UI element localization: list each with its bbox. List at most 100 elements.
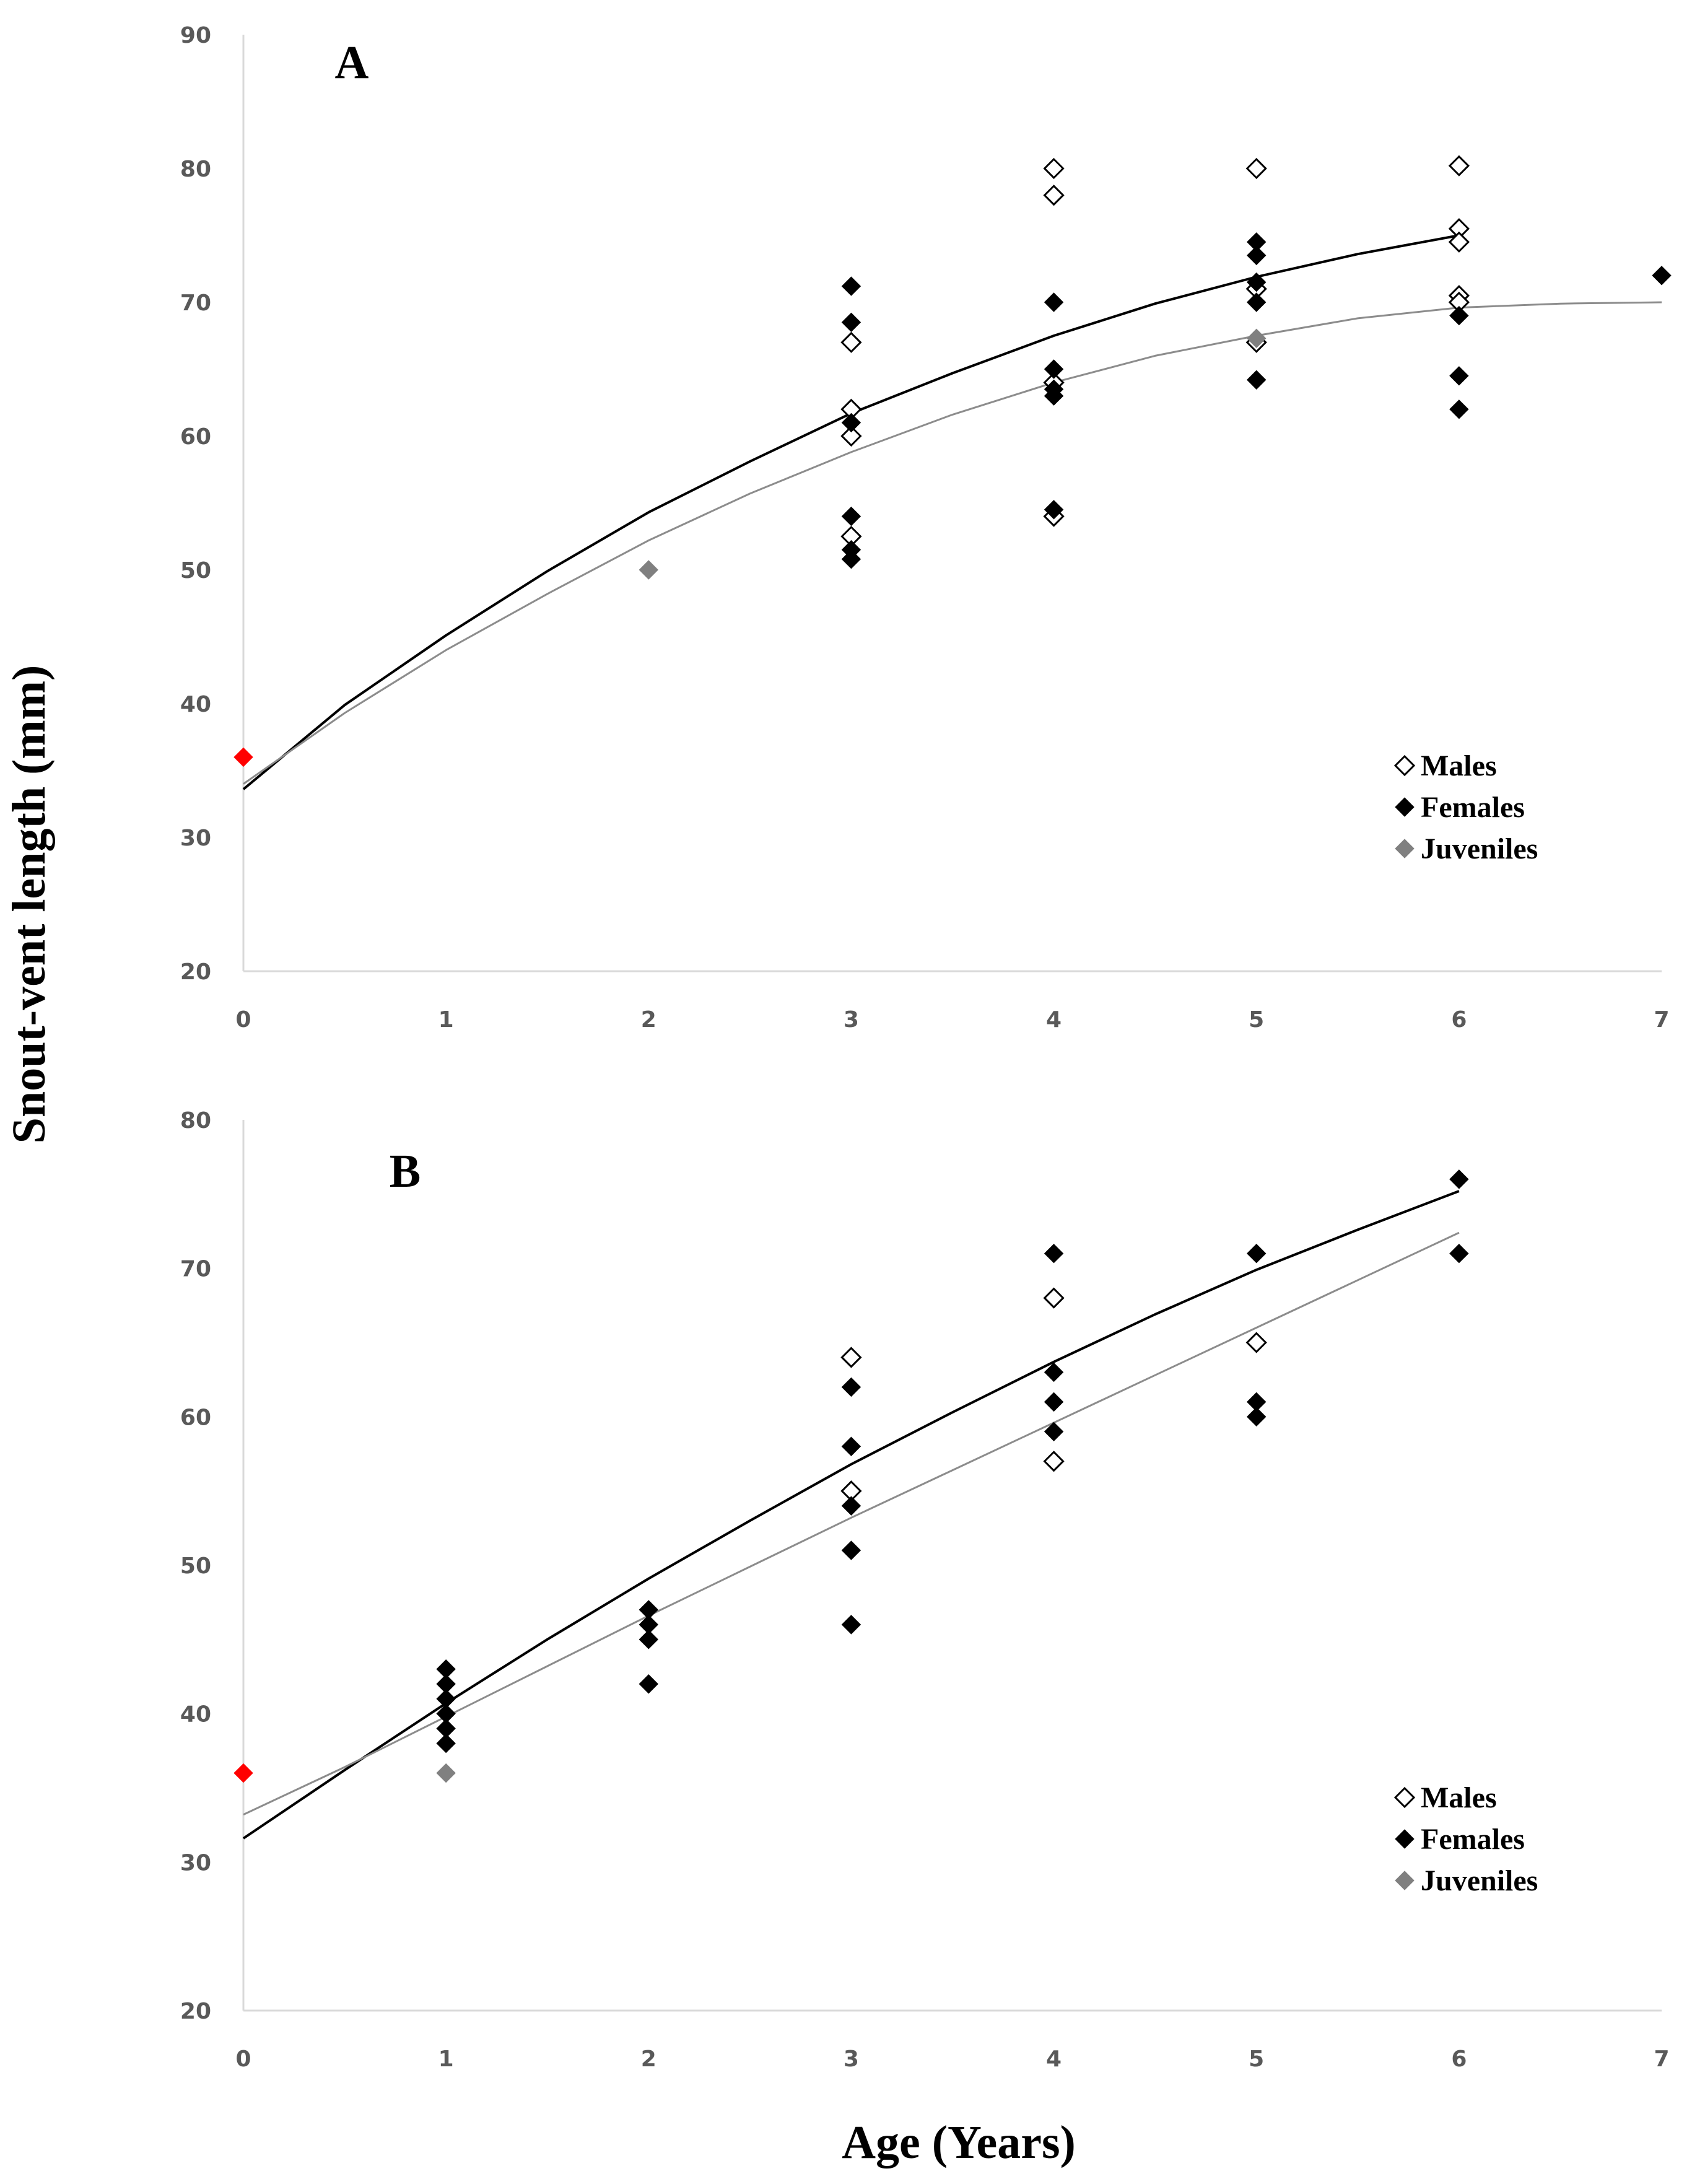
y-tick-label: 50 (180, 1553, 211, 1579)
male-point (1043, 1287, 1065, 1309)
legend-label-juvenile: Juveniles (1421, 1864, 1538, 1897)
fit-curve-gray (243, 301, 1662, 785)
x-tick-label: 3 (844, 2046, 859, 2072)
legend-label-male: Males (1421, 749, 1497, 782)
legend-label-male: Males (1421, 1781, 1497, 1814)
legend: Males Females Juveniles (1393, 1781, 1538, 1897)
male-point (840, 425, 862, 447)
x-tick-label: 0 (235, 2046, 251, 2072)
y-tick-label: 80 (180, 1108, 211, 1133)
female-point (1449, 400, 1469, 419)
female-point (1044, 386, 1064, 406)
x-tick-label: 1 (438, 2046, 454, 2072)
female-point (1247, 1243, 1267, 1264)
x-tick-label: 1 (438, 1007, 454, 1033)
x-tick-label: 4 (1046, 1007, 1062, 1033)
series-female (436, 1169, 1469, 1754)
y-tick-label: 50 (180, 558, 211, 583)
female-point (639, 1674, 658, 1694)
x-tick-label: 3 (844, 1007, 859, 1033)
legend-marker-female (1395, 1829, 1415, 1849)
male-point (1043, 157, 1065, 180)
female-point (1044, 359, 1064, 379)
male-point (1043, 185, 1065, 206)
legend-label-female: Females (1421, 791, 1525, 824)
female-point (841, 312, 861, 333)
y-tick-label: 30 (180, 826, 211, 851)
y-tick-label: 40 (180, 692, 211, 717)
female-point (1044, 1422, 1064, 1442)
legend-label-juvenile: Juveniles (1421, 832, 1538, 865)
juvenile-point (1247, 328, 1267, 349)
y-tick-label: 60 (180, 424, 211, 450)
female-point (841, 413, 861, 433)
female-point (639, 1630, 658, 1649)
legend-marker-male (1393, 754, 1416, 777)
series-juvenile (436, 1763, 456, 1783)
x-tick-label: 5 (1249, 1007, 1264, 1033)
female-point (1449, 1169, 1469, 1189)
female-point (1247, 1407, 1267, 1427)
female-point (436, 1733, 456, 1754)
female-point (841, 1436, 861, 1456)
legend: Males Females Juveniles (1393, 749, 1538, 865)
x-tick-label: 7 (1654, 2046, 1669, 2072)
panel-a: 20 30 40 50 60 70 80 90 0 1 2 3 4 5 6 7 A Males Females Juv… (180, 23, 1672, 1033)
series-male (840, 1287, 1267, 1502)
x-tick-label: 5 (1249, 2046, 1264, 2072)
panel-label: A (335, 37, 369, 89)
female-point (841, 276, 861, 296)
female-point (1044, 1362, 1064, 1382)
y-tick-label: 40 (180, 1702, 211, 1728)
female-point (841, 1377, 861, 1397)
male-point (1245, 157, 1267, 180)
male-point (1448, 155, 1470, 177)
female-point (841, 506, 861, 526)
series-hatchling (233, 747, 253, 767)
female-point (841, 1615, 861, 1635)
male-point (1245, 1332, 1267, 1353)
female-point (841, 549, 861, 569)
x-tick-label: 4 (1046, 2046, 1062, 2072)
panel-b: 20 30 40 50 60 70 80 0 1 2 3 4 5 6 7 B Males Females Juven… (180, 1108, 1670, 2072)
hatchling-point (233, 747, 253, 767)
male-point (1448, 231, 1470, 253)
juvenile-point (639, 560, 658, 580)
y-tick-label: 30 (180, 1850, 211, 1876)
x-tick-label: 7 (1654, 1007, 1669, 1033)
female-point (1652, 266, 1672, 286)
male-point (840, 1347, 862, 1368)
y-tick-label: 70 (180, 290, 211, 316)
legend-marker-female (1395, 797, 1415, 817)
female-point (1449, 366, 1469, 386)
y-tick-label: 20 (180, 959, 211, 985)
x-tick-label: 2 (641, 2046, 656, 2072)
y-tick-label: 60 (180, 1405, 211, 1430)
y-tick-label: 80 (180, 157, 211, 182)
y-tick-label: 70 (180, 1257, 211, 1282)
fit-curve-gray (243, 1231, 1460, 1815)
legend-marker-juvenile (1395, 839, 1415, 858)
female-point (1449, 1243, 1469, 1264)
series-female (841, 232, 1672, 569)
y-axis-title: Snout-vent length (mm) (3, 665, 55, 1144)
female-point (1247, 292, 1267, 312)
female-point (1247, 370, 1267, 390)
female-point (841, 1540, 861, 1560)
panel-label: B (390, 1145, 421, 1197)
y-tick-label: 90 (180, 23, 211, 48)
juvenile-point (436, 1763, 456, 1783)
x-tick-label: 6 (1451, 1007, 1467, 1033)
series-hatchling (233, 1763, 253, 1783)
x-tick-label: 0 (235, 1007, 251, 1033)
female-point (1247, 272, 1267, 292)
legend-label-female: Females (1421, 1823, 1525, 1856)
female-point (1044, 1243, 1064, 1264)
legend-marker-juvenile (1395, 1871, 1415, 1890)
x-tick-label: 2 (641, 1007, 656, 1033)
male-point (840, 331, 862, 353)
legend-marker-male (1393, 1786, 1416, 1809)
female-point (1044, 500, 1064, 520)
male-point (1043, 1451, 1065, 1472)
